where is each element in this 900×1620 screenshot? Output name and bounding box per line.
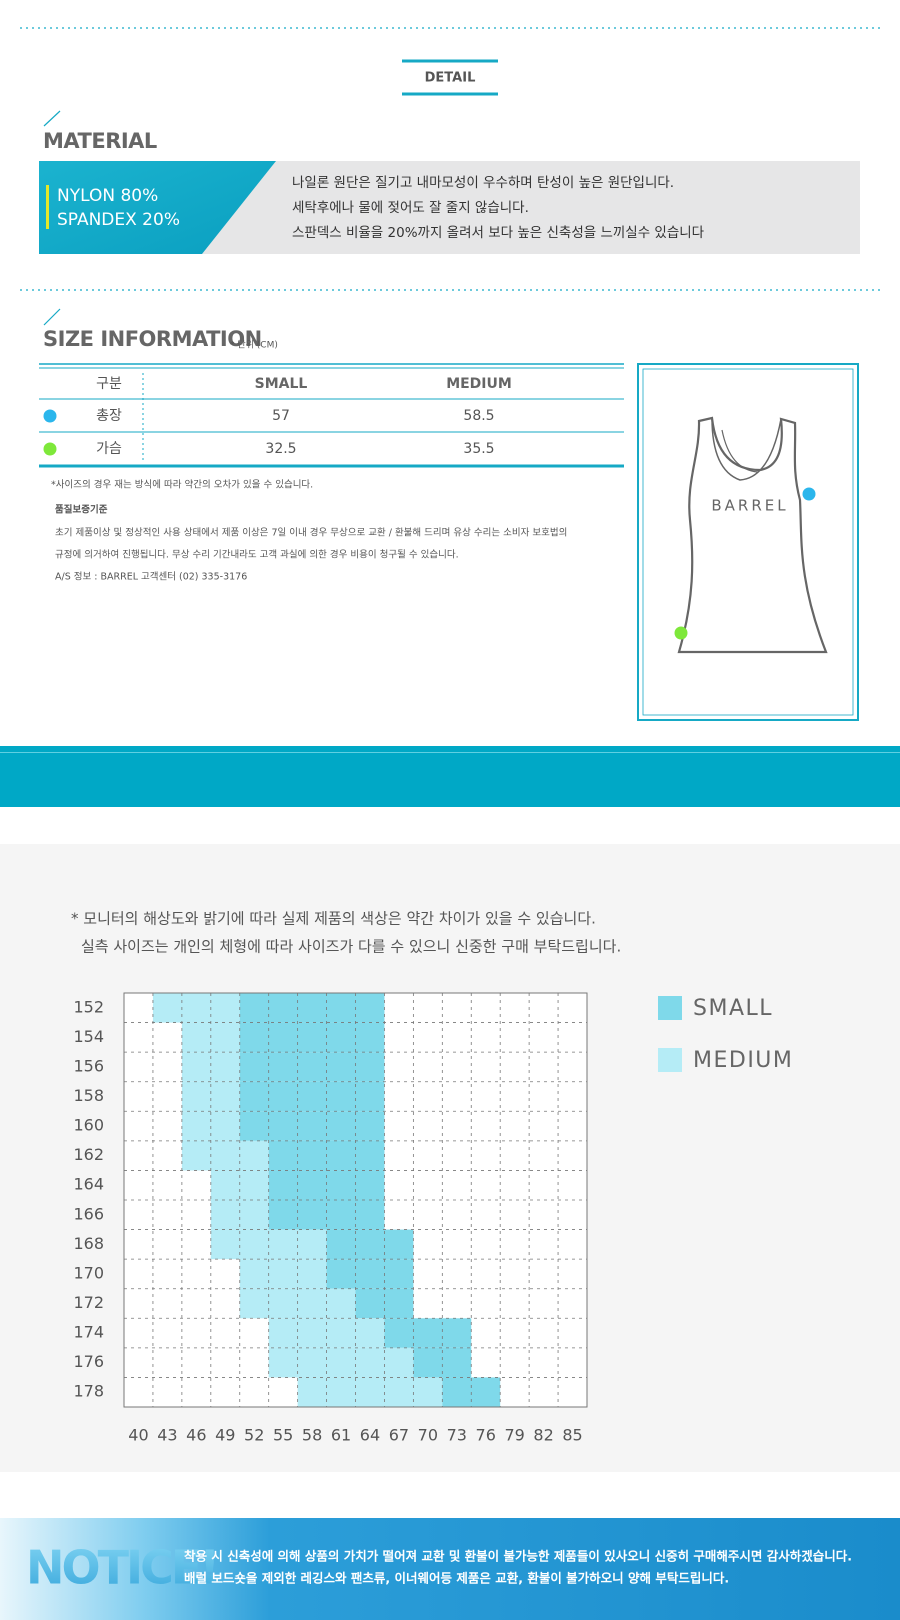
fit-cell [210,1170,269,1200]
material-text: 스판덱스 비율을 20%까지 올려서 보다 높은 신축성을 느끼실수 있습니다 [292,225,705,241]
fit-cell [326,1229,414,1260]
height-label: 176 [73,1352,104,1371]
fit-cell [384,1318,472,1348]
slash-icon [43,308,61,326]
height-label: 170 [73,1263,104,1282]
table-cell: 35.5 [463,441,494,457]
quality-line: 초기 제품이상 및 정상적인 사용 상태에서 제품 이상은 7일 이내 경우 무… [55,527,567,539]
height-label: 174 [73,1323,104,1342]
table-cell: 가슴 [96,441,122,457]
detail-title: DETAIL [425,71,476,86]
measure-dot [674,626,688,640]
weight-label: 40 [128,1426,148,1445]
figure-frame [642,368,854,716]
height-label: 166 [73,1204,104,1223]
weight-label: 76 [476,1426,496,1445]
tank-top [677,416,828,654]
height-label: 168 [73,1234,104,1253]
height-label: 152 [73,997,104,1016]
weight-label: 61 [331,1426,351,1445]
weight-label: 70 [418,1426,438,1445]
fit-cell [239,1081,385,1112]
fit-cell [239,1111,385,1141]
quality-line: A/S 정보 : BARREL 고객센터 (02) 335-3176 [55,572,247,583]
figure-label: BARREL [711,497,788,515]
weight-label: 55 [273,1426,293,1445]
measure-dot [802,487,816,501]
height-label: 172 [73,1293,104,1312]
table-header: 구분 [96,376,122,392]
fit-cell [239,1022,385,1053]
row-dot [43,409,57,423]
fit-grid: 152 154 156 158 160 162 164 166 168 170 172 174 176 1… [73,992,793,1445]
band-line [0,752,900,753]
weight-label: 43 [157,1426,177,1445]
notice-line: 착용 시 신축성에 의해 상품의 가치가 떨어져 교환 및 환불이 불가능한 제… [184,1549,852,1564]
weight-label: 85 [562,1426,582,1445]
figure-frame [637,363,859,721]
fit-cell [239,1259,327,1289]
section-title: MATERIAL [43,129,157,153]
fit-note: * 모니터의 해상도와 밝기에 따라 실제 제품의 색상은 약간 차이가 있을 … [71,910,596,928]
material-text: 나일론 원단은 질기고 내마모성이 우수하며 탄성이 높은 원단입니다. [292,175,674,191]
legend-swatch [658,996,682,1020]
weight-label: 58 [302,1426,322,1445]
fit-cell [326,1259,414,1289]
table-cell: 32.5 [265,441,296,457]
table-cell: 57 [272,408,290,424]
quality-title: 품질보증기준 [55,504,108,516]
notice-line: 배럴 보드숏을 제외한 레깅스와 팬츠류, 이너웨어등 제품은 교환, 환불이 … [184,1571,729,1586]
fit-cell [268,1170,385,1200]
table-cell: 총장 [96,408,122,424]
weight-label: 52 [244,1426,264,1445]
weight-label: 67 [389,1426,409,1445]
section-title: SIZE INFORMATION [43,327,262,351]
height-label: 160 [73,1116,104,1135]
height-label: 156 [73,1056,104,1075]
fit-cell [239,1052,385,1082]
fit-cell [268,1347,414,1378]
weight-label: 79 [504,1426,524,1445]
composition: SPANDEX 20% [57,210,180,230]
height-label: 158 [73,1086,104,1105]
legend-swatch [658,1048,682,1072]
height-label: 164 [73,1175,104,1194]
table-cell: 58.5 [463,408,494,424]
fit-cell [181,1140,269,1171]
unit-note: * 단위 (CM) [230,340,278,351]
height-label: 154 [73,1027,104,1046]
weight-label: 46 [186,1426,206,1445]
slash-icon [43,110,61,127]
material-text: 세탁후에나 물에 젖어도 잘 줄지 않습니다. [292,200,529,216]
fit-note: 실측 사이즈는 개인의 체형에 따라 사이즈가 다를 수 있으니 신중한 구매 … [81,938,621,956]
fit-cell [239,993,385,1023]
material-badge [39,161,276,254]
legend-label: SMALL [693,996,773,1021]
fit-cell [297,1377,443,1407]
composition: NYLON 80% [57,186,158,206]
table-header: SMALL [255,376,308,392]
notice-banner [0,1518,900,1620]
size-note: *사이즈의 경우 재는 방식에 따라 약간의 오차가 있을 수 있습니다. [51,479,313,491]
legend-label: MEDIUM [693,1048,793,1073]
fit-cell [152,993,240,1023]
color-band [0,746,900,807]
row-dot [43,442,57,456]
notice-title: NOTICE! [26,1541,217,1595]
weight-label: 49 [215,1426,235,1445]
weight-label: 73 [447,1426,467,1445]
table-header: MEDIUM [446,376,512,392]
grid-border [123,992,588,1408]
height-label: 178 [73,1382,104,1401]
weight-label: 82 [533,1426,553,1445]
accent-bar [46,185,49,229]
weight-label: 64 [360,1426,380,1445]
quality-line: 규정에 의거하여 진행됩니다. 무상 수리 기간내라도 고객 과실에 의한 경우… [55,549,459,561]
height-label: 162 [73,1145,104,1164]
